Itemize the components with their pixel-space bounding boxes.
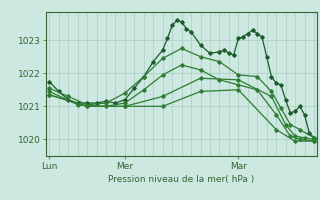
X-axis label: Pression niveau de la mer( hPa ): Pression niveau de la mer( hPa ) — [108, 175, 255, 184]
